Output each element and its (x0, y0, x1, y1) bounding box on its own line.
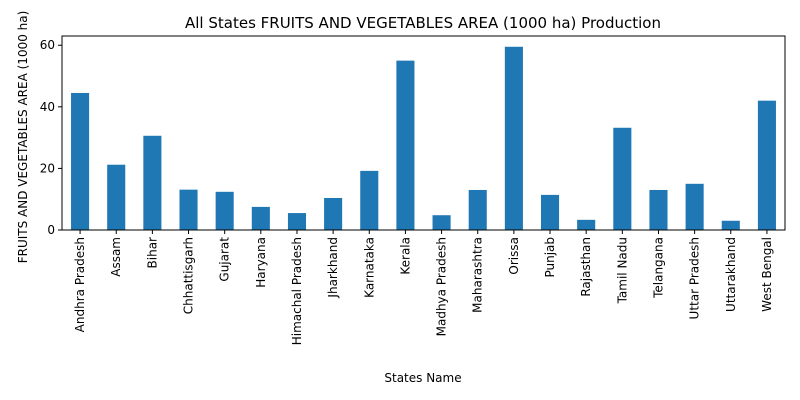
x-tick-label: Jharkhand (326, 237, 340, 299)
x-axis: Andhra Pradesh Assam Bihar Chhattisgarh Guja… (73, 230, 774, 345)
bar-karnataka (360, 170, 379, 230)
y-tick-label: 20 (40, 161, 55, 175)
x-tick-label: Maharashtra (471, 237, 485, 313)
x-tick-label: Uttar Pradesh (688, 237, 702, 319)
x-tick-label: Himachal Pradesh (290, 237, 304, 345)
bar-maharashtra (468, 189, 487, 230)
bar-bihar (143, 135, 162, 230)
x-tick-label: Gujarat (218, 237, 232, 282)
bars-group (71, 46, 776, 231)
y-axis-label: FRUITS AND VEGETABLES AREA (1000 ha) (16, 11, 30, 264)
bar-haryana (251, 206, 270, 230)
bar-orissa (504, 46, 523, 231)
plot-frame (61, 35, 786, 231)
bar-assam (107, 164, 126, 230)
y-tick-label: 40 (40, 100, 55, 114)
bar-tamil-nadu (613, 127, 632, 230)
x-tick-label: Bihar (145, 237, 159, 269)
bar-kerala (396, 60, 415, 231)
bar-jharkhand (324, 197, 343, 230)
x-tick-label: Punjab (543, 237, 557, 278)
y-tick-label: 60 (40, 38, 55, 52)
x-tick-label: West Bengal (760, 237, 774, 312)
bar-west-bengal (757, 100, 776, 231)
bar-uttar-pradesh (685, 183, 704, 230)
chart-title: All States FRUITS AND VEGETABLES AREA (1… (185, 14, 661, 32)
x-axis-label: States Name (384, 371, 461, 385)
bar-telangana (649, 189, 668, 230)
x-tick-label: Kerala (398, 237, 412, 275)
x-tick-label: Rajasthan (579, 237, 593, 297)
x-tick-label: Uttarakhand (724, 237, 738, 312)
x-tick-label: Orissa (507, 237, 521, 275)
bar-uttarakhand (721, 220, 740, 230)
bar-rajasthan (577, 219, 596, 230)
x-tick-label: Telangana (651, 237, 665, 299)
x-tick-label: Karnataka (362, 237, 376, 298)
x-tick-label: Chhattisgarh (182, 237, 196, 314)
bar-andhra-pradesh (71, 92, 90, 230)
bar-madhya-pradesh (432, 215, 451, 230)
x-tick-label: Andhra Pradesh (73, 237, 87, 332)
y-axis: 0 20 40 60 (40, 38, 62, 237)
y-tick-label: 0 (47, 223, 55, 237)
bar-punjab (540, 194, 560, 230)
bar-chhattisgarh (179, 189, 198, 230)
x-tick-label: Tamil Nadu (615, 237, 629, 304)
x-tick-label: Haryana (254, 237, 268, 288)
bar-himachal-pradesh (287, 213, 307, 230)
x-tick-label: Madhya Pradesh (435, 237, 449, 336)
x-tick-label: Assam (109, 237, 123, 277)
bar-gujarat (215, 191, 234, 230)
